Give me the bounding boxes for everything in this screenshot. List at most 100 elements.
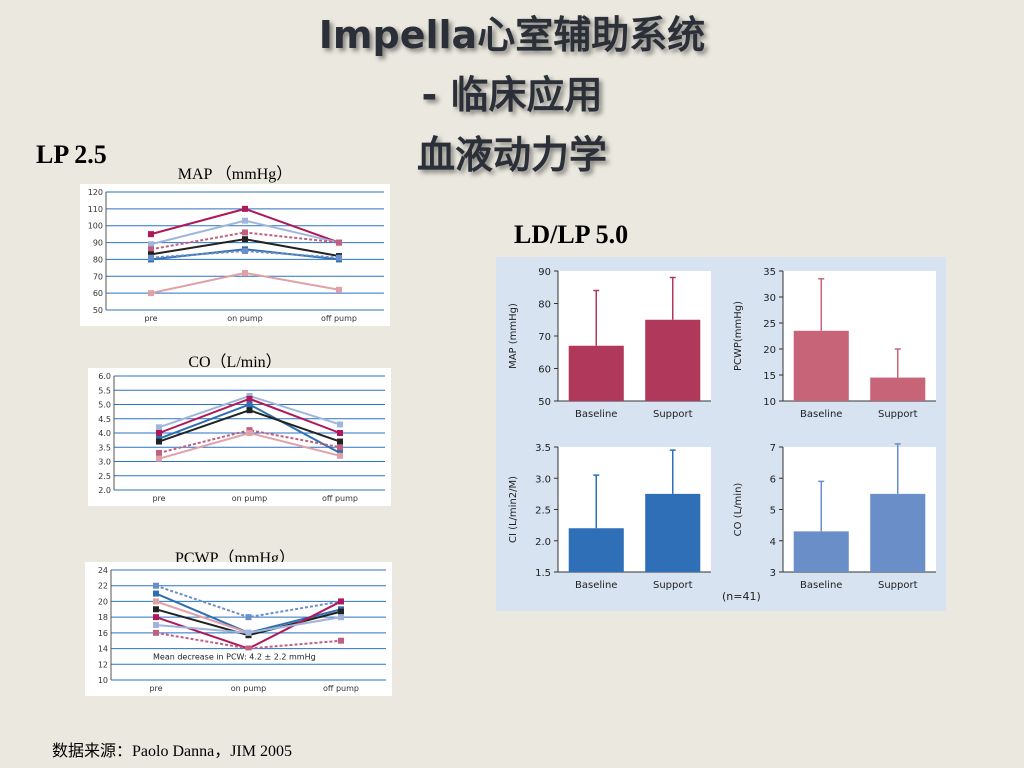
data-point	[156, 449, 162, 456]
y-tick-label: 20	[98, 597, 108, 606]
y-tick-label: 5.5	[98, 386, 111, 395]
y-tick-label: 20	[763, 345, 776, 356]
y-tick-label: 25	[763, 319, 776, 330]
data-point	[245, 645, 252, 652]
data-point	[242, 236, 248, 243]
x-tick-label: on pump	[231, 684, 267, 693]
data-point	[156, 455, 162, 462]
map-chart-title: MAP （mmHg）	[177, 166, 293, 183]
bar	[793, 330, 849, 401]
annotation-text: Mean decrease in PCW: 4.2 ± 2.2 mmHg	[153, 652, 316, 661]
x-tick-label: pre	[152, 494, 165, 503]
y-tick-label: 60	[93, 289, 103, 298]
data-point	[156, 430, 162, 436]
data-point	[242, 205, 248, 212]
y-tick-label: 3.5	[98, 443, 111, 452]
ld50-bar-charts-panel: 50 60 70 80 90 MAP (mmHg) Baseline Support 10 15…	[496, 257, 946, 611]
data-point	[338, 637, 344, 644]
data-point	[153, 622, 159, 628]
y-tick-label: 100	[88, 222, 103, 231]
bar	[870, 493, 926, 572]
y-tick-label: 70	[538, 332, 551, 343]
y-axis-label: PCWP(mmHg)	[733, 301, 744, 371]
data-point	[245, 629, 252, 636]
x-tick-label: off pump	[322, 494, 358, 503]
y-tick-label: 6.0	[98, 372, 111, 381]
y-tick-label: 4.5	[98, 415, 111, 424]
y-tick-label: 2.5	[98, 472, 111, 481]
y-tick-label: 4.0	[98, 429, 111, 438]
y-tick-label: 15	[763, 371, 776, 382]
data-point	[153, 629, 159, 636]
data-point	[148, 246, 154, 253]
y-tick-label: 2.5	[535, 506, 551, 517]
data-point	[246, 430, 253, 436]
data-point	[242, 269, 248, 276]
map-bar-chart: 50 60 70 80 90 MAP (mmHg) Baseline Support	[508, 267, 711, 420]
y-axis-label: CI (L/min2/M)	[508, 476, 519, 543]
y-tick-label: 3.0	[535, 474, 551, 485]
y-tick-label: 4	[770, 537, 776, 548]
ci-bar-chart: 1.5 2.0 2.5 3.0 3.5 CI (L/min2/M) Baseline Supp…	[508, 443, 711, 591]
sample-size-note: (n=41)	[722, 590, 761, 603]
series-line-5	[158, 431, 341, 460]
data-point	[153, 606, 159, 613]
data-point	[337, 438, 343, 445]
x-tick-label: pre	[144, 314, 157, 323]
slide-title-line-3: 血液动力学	[416, 133, 607, 177]
data-point	[242, 217, 248, 224]
data-point	[148, 251, 154, 258]
y-tick-label: 80	[93, 255, 103, 264]
data-point	[148, 290, 154, 297]
data-point	[242, 229, 248, 236]
bar	[645, 319, 701, 401]
data-point	[337, 452, 343, 459]
x-tick-label: Support	[653, 580, 693, 591]
bar	[870, 377, 926, 401]
y-tick-label: 12	[98, 660, 108, 669]
y-tick-label: 110	[88, 205, 103, 214]
y-tick-label: 18	[98, 613, 108, 622]
x-tick-label: on pump	[227, 314, 263, 323]
x-tick-label: Baseline	[800, 580, 842, 591]
bar	[793, 531, 849, 572]
data-point	[336, 254, 342, 261]
co-line-chart: 2.0 2.5 3.0 3.5 4.0 4.5 5.0 5.5 6.0 pre on pump off…	[98, 372, 385, 503]
y-tick-label: 3	[770, 568, 776, 579]
y-tick-label: 5	[770, 506, 776, 517]
y-tick-label: 90	[93, 239, 103, 248]
series-line-4	[155, 600, 342, 650]
y-tick-label: 6	[770, 474, 776, 485]
data-point	[156, 424, 162, 431]
y-axis-label: MAP (mmHg)	[508, 303, 519, 369]
y-tick-label: 3.0	[98, 458, 111, 467]
data-point	[242, 248, 248, 254]
data-point	[245, 614, 252, 621]
y-tick-label: 35	[763, 267, 776, 278]
y-tick-label: 1.5	[535, 568, 551, 579]
y-tick-label: 2.0	[535, 537, 551, 548]
data-point	[148, 231, 154, 238]
data-source-note: 数据来源：Paolo Danna，JIM 2005	[52, 743, 292, 760]
data-point	[156, 438, 162, 445]
left-section-label: LP 2.5	[36, 140, 107, 169]
co-chart-title: CO（L/min）	[188, 354, 282, 371]
data-point	[336, 239, 342, 246]
data-point	[246, 407, 253, 414]
x-tick-label: off pump	[323, 684, 359, 693]
bar	[568, 345, 624, 401]
map-line-chart: 50 60 70 80 90 100 110 120 pre on pump off pump	[88, 188, 384, 323]
x-tick-label: Support	[653, 409, 693, 420]
co-line-chart-panel: 2.0 2.5 3.0 3.5 4.0 4.5 5.0 5.5 6.0 pre on pump off…	[88, 368, 391, 506]
data-point	[246, 401, 253, 408]
y-tick-label: 50	[93, 306, 103, 315]
y-tick-label: 14	[98, 645, 108, 654]
series-line-4	[158, 429, 341, 454]
x-tick-label: Baseline	[575, 409, 617, 420]
y-tick-label: 7	[770, 443, 776, 454]
y-tick-label: 50	[538, 397, 551, 408]
x-tick-label: Support	[878, 409, 918, 420]
data-point	[337, 430, 343, 436]
slide-title-line-1: Impella心室辅助系统	[318, 13, 706, 57]
series-line-5	[150, 249, 340, 259]
